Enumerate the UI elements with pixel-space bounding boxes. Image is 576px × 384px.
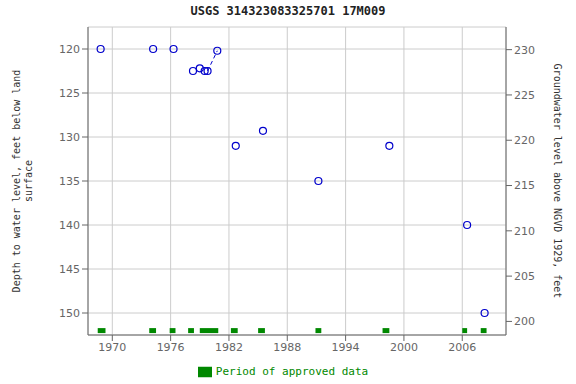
svg-text:230: 230 (514, 44, 535, 57)
svg-text:Depth to water level, feet bel: Depth to water level, feet below landsur… (11, 70, 34, 293)
svg-text:1988: 1988 (273, 341, 301, 354)
svg-text:125: 125 (59, 87, 80, 100)
svg-text:215: 215 (514, 179, 535, 192)
html-text:Period of approved data: Period of approved data (215, 365, 369, 378)
svg-text:140: 140 (59, 219, 80, 232)
svg-text:225: 225 (514, 89, 535, 102)
svg-text:1982: 1982 (215, 341, 243, 354)
svg-text:2000: 2000 (390, 341, 418, 354)
svg-text:200: 200 (514, 315, 535, 328)
html-text:USGS 314323083325701 17M009: USGS 314323083325701 17M009 (190, 4, 386, 18)
svg-text:1970: 1970 (98, 341, 126, 354)
svg-text:2006: 2006 (448, 341, 476, 354)
svg-text:210: 210 (514, 225, 535, 238)
svg-text:130: 130 (59, 131, 80, 144)
svg-text:205: 205 (514, 270, 535, 283)
svg-text:Groundwater level above NGVD 1: Groundwater level above NGVD 1929, feet (552, 64, 563, 299)
svg-text:1976: 1976 (157, 341, 185, 354)
svg-text:220: 220 (514, 134, 535, 147)
svg-text:135: 135 (59, 175, 80, 188)
svg-text:1994: 1994 (332, 341, 360, 354)
svg-text:150: 150 (59, 307, 80, 320)
svg-text:145: 145 (59, 263, 80, 276)
svg-text:120: 120 (59, 43, 80, 56)
